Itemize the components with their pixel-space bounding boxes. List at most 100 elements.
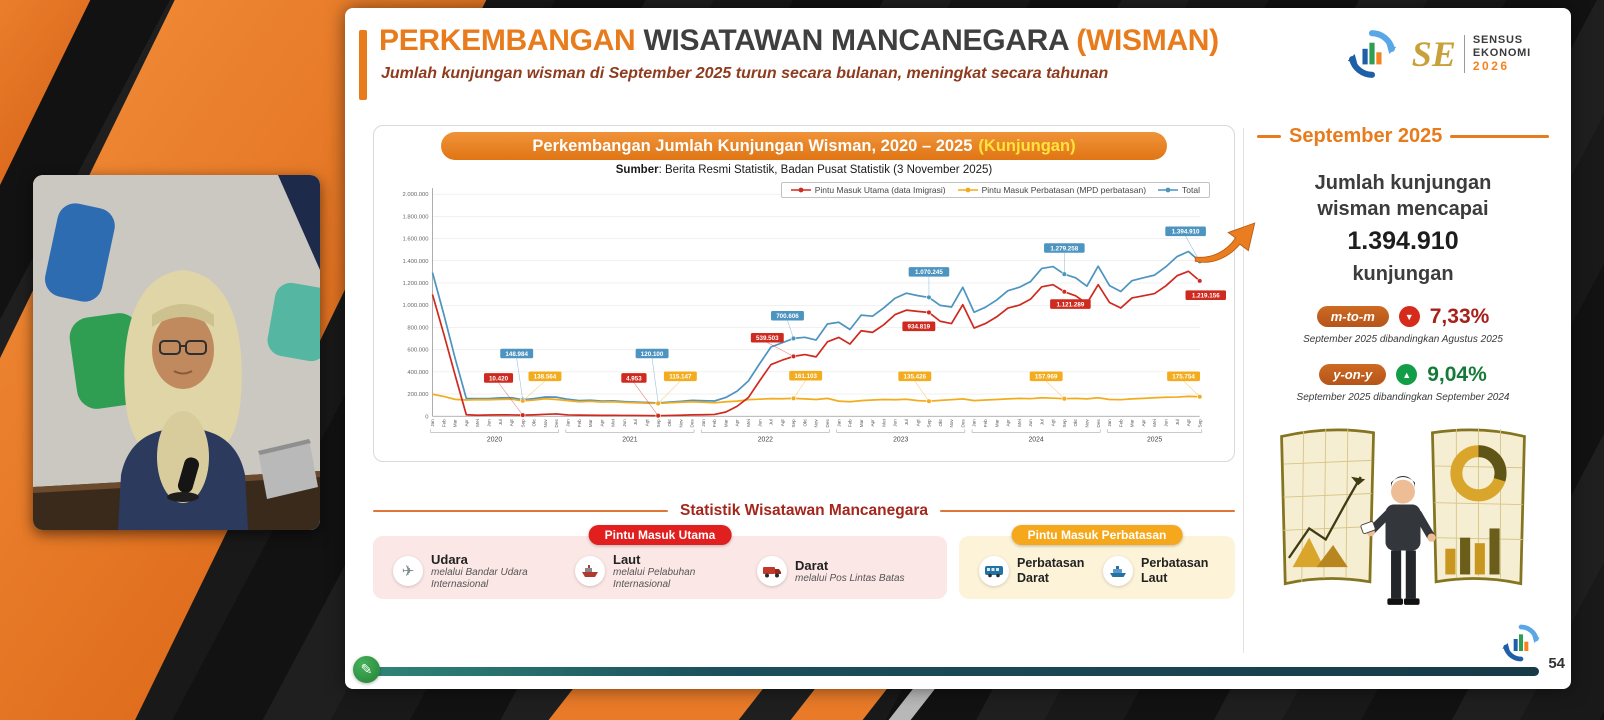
svg-text:Jan: Jan xyxy=(972,419,977,427)
svg-text:Jul: Jul xyxy=(498,419,503,425)
header-accent-bar xyxy=(359,30,367,100)
svg-text:135.426: 135.426 xyxy=(904,374,927,381)
period-rule-left xyxy=(1257,135,1281,138)
svg-text:Feb: Feb xyxy=(712,419,717,427)
svg-text:1.070.245: 1.070.245 xyxy=(915,269,943,276)
svg-text:Jun: Jun xyxy=(487,419,492,427)
mtm-value: 7,33% xyxy=(1429,304,1490,328)
presenter-scene xyxy=(33,175,320,530)
svg-text:200.000: 200.000 xyxy=(407,392,429,398)
svg-text:Jan: Jan xyxy=(1107,419,1112,427)
svg-text:800.000: 800.000 xyxy=(407,325,429,331)
ferry-icon xyxy=(1103,556,1133,587)
title-part-1: PERKEMBANGAN xyxy=(379,24,636,57)
entry-desc: melalui Pos Lintas Batas xyxy=(795,573,905,585)
svg-text:1.121.289: 1.121.289 xyxy=(1056,301,1084,308)
page-title: PERKEMBANGAN WISATAWAN MANCANEGARA (WISM… xyxy=(379,24,1531,58)
svg-text:2025: 2025 xyxy=(1147,436,1162,443)
svg-text:Jun: Jun xyxy=(1028,419,1033,427)
svg-text:Sep: Sep xyxy=(1062,419,1067,428)
chart-title-highlight: (Kunjungan) xyxy=(978,137,1076,155)
svg-text:Feb: Feb xyxy=(441,419,446,427)
page-number: 54 xyxy=(1548,655,1565,672)
svg-text:Nov: Nov xyxy=(1085,419,1090,428)
wisman-line-chart: 0 200.000 400.000 600.000 800.000 1.000.000 1.… xyxy=(402,188,1226,443)
bg-stripe xyxy=(880,686,938,720)
period-header: September 2025 xyxy=(1257,125,1549,148)
entry-perbatasan-darat: Perbatasan Darat xyxy=(973,552,1097,592)
svg-text:Nov: Nov xyxy=(949,419,954,428)
section-divider xyxy=(1243,128,1244,653)
bg-stripe xyxy=(782,686,890,720)
svg-text:Feb: Feb xyxy=(1118,419,1123,427)
entry-title: Perbatasan Darat xyxy=(1017,556,1085,586)
entry-desc: melalui Pelabuhan Internasional xyxy=(613,567,696,591)
pintu-masuk-utama-block: Pintu Masuk Utama Udara melalui Bandar U… xyxy=(373,524,947,600)
svg-text:2022: 2022 xyxy=(758,436,773,443)
chart-area: Pintu Masuk Utama (data Imigrasi) Pintu M… xyxy=(382,178,1226,455)
svg-text:Jun: Jun xyxy=(893,419,898,427)
legend-label: Total xyxy=(1182,185,1200,195)
svg-text:0: 0 xyxy=(425,414,429,420)
svg-text:Jan: Jan xyxy=(836,419,841,427)
svg-text:Agt: Agt xyxy=(644,419,649,427)
svg-text:Feb: Feb xyxy=(577,419,582,427)
svg-text:Des: Des xyxy=(690,419,695,428)
svg-text:Jun: Jun xyxy=(1163,419,1168,427)
svg-text:Apr: Apr xyxy=(464,419,469,427)
se-monogram-icon: SE xyxy=(1411,33,1456,74)
svg-text:Nov: Nov xyxy=(678,419,683,428)
svg-text:934.819: 934.819 xyxy=(908,324,931,331)
svg-text:175.754: 175.754 xyxy=(1172,374,1195,381)
chart-legend: Pintu Masuk Utama (data Imigrasi) Pintu M… xyxy=(780,182,1210,198)
svg-text:Sep: Sep xyxy=(1197,419,1202,428)
source-text: : Berita Resmi Statistik, Badan Pusat St… xyxy=(658,164,993,176)
svg-text:138.564: 138.564 xyxy=(534,374,557,381)
title-part-3: (WISMAN) xyxy=(1076,24,1219,57)
svg-text:157.969: 157.969 xyxy=(1035,374,1058,381)
svg-text:Apr: Apr xyxy=(870,419,875,427)
svg-text:Apr: Apr xyxy=(1141,419,1146,427)
period-rule-right xyxy=(1450,135,1549,138)
period-label: September 2025 xyxy=(1289,125,1443,147)
svg-text:Jan: Jan xyxy=(701,419,706,427)
slide: PERKEMBANGAN WISATAWAN MANCANEGARA (WISM… xyxy=(345,8,1571,689)
yoy-value: 9,04% xyxy=(1427,362,1487,386)
svg-text:Mar: Mar xyxy=(588,419,593,427)
progress-bar xyxy=(369,667,1539,676)
svg-text:1.600.000: 1.600.000 xyxy=(402,237,429,243)
logo-group: SE SENSUS EKONOMI 2026 xyxy=(1346,28,1531,80)
pen-button[interactable] xyxy=(353,656,380,683)
svg-text:2024: 2024 xyxy=(1028,436,1043,443)
svg-text:2.000.000: 2.000.000 xyxy=(402,192,429,198)
svg-text:Mei: Mei xyxy=(746,419,751,426)
legend-marker xyxy=(1158,187,1179,193)
svg-text:Des: Des xyxy=(554,419,559,428)
ekonomi-word: EKONOMI xyxy=(1472,47,1531,60)
sensus-word: SENSUS xyxy=(1472,34,1523,47)
svg-text:1.400.000: 1.400.000 xyxy=(402,259,429,265)
yoy-metric: y-on-y 9,04% September 2025 dibandingkan… xyxy=(1297,363,1510,403)
svg-text:1.200.000: 1.200.000 xyxy=(402,281,429,287)
entry-perbatasan-laut: Perbatasan Laut xyxy=(1097,552,1221,592)
pintu-masuk-perbatasan-block: Pintu Masuk Perbatasan Perbatasan Darat … xyxy=(959,524,1235,600)
svg-text:Feb: Feb xyxy=(848,419,853,427)
source-label: Sumber xyxy=(615,164,659,176)
svg-text:Des: Des xyxy=(1096,419,1101,428)
stats-rule-left xyxy=(373,509,669,512)
svg-text:Nov: Nov xyxy=(814,419,819,428)
svg-text:Jun: Jun xyxy=(757,419,762,427)
truck-icon xyxy=(757,556,787,587)
svg-text:Okt: Okt xyxy=(1073,419,1078,427)
svg-text:Agt: Agt xyxy=(780,419,785,427)
title-part-2: WISATAWAN MANCANEGARA xyxy=(643,24,1069,57)
svg-text:Sep: Sep xyxy=(791,419,796,428)
svg-text:1.800.000: 1.800.000 xyxy=(402,214,429,220)
svg-text:Apr: Apr xyxy=(1006,419,1011,427)
statistics-illustration xyxy=(1265,419,1541,614)
sensus-ekonomi-2026-logo: SE SENSUS EKONOMI 2026 xyxy=(1412,34,1531,73)
svg-text:Jul: Jul xyxy=(633,419,638,425)
chart-card: Perkembangan Jumlah Kunjungan Wisman, 20… xyxy=(373,125,1235,462)
svg-text:Agt: Agt xyxy=(1186,419,1191,427)
up-arrow-icon xyxy=(1396,364,1418,385)
